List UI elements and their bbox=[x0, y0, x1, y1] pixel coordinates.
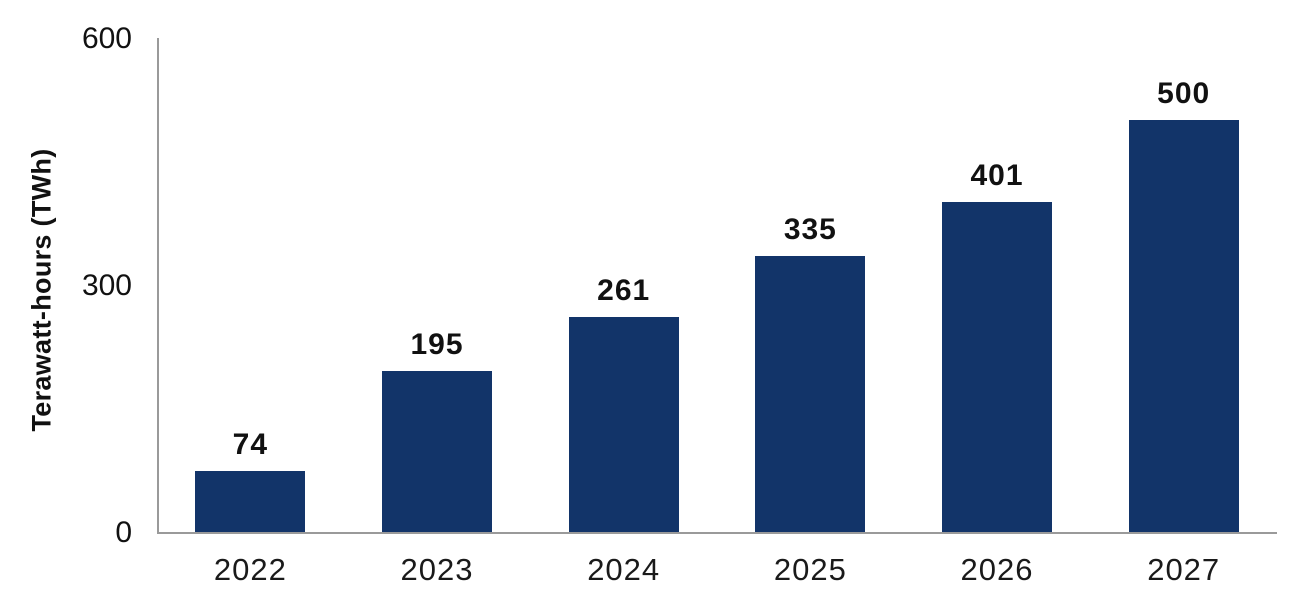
x-tick-label: 2025 bbox=[773, 552, 847, 587]
bar-group-2024: 261 bbox=[530, 276, 717, 532]
x-axis-line bbox=[157, 532, 1277, 534]
bar-value-label: 195 bbox=[410, 328, 464, 361]
bars-container: 74 195 261 335 401 500 bbox=[157, 38, 1277, 532]
x-tick-label: 2026 bbox=[960, 552, 1034, 587]
bar-value-label: 261 bbox=[597, 274, 651, 307]
bar-group-2027: 500 bbox=[1090, 79, 1277, 532]
plot-area: 0 300 600 74 195 261 335 401 500 2022 2023 2024 20… bbox=[82, 24, 1277, 585]
y-tick-label: 600 bbox=[81, 22, 132, 55]
x-tick-label: 2024 bbox=[587, 552, 661, 587]
bar-2023 bbox=[382, 371, 492, 532]
y-tick-label: 300 bbox=[81, 269, 132, 302]
x-tick-label: 2027 bbox=[1147, 552, 1221, 587]
bar-value-label: 500 bbox=[1157, 77, 1211, 110]
bar-group-2022: 74 bbox=[157, 430, 344, 532]
bar-2026 bbox=[942, 202, 1053, 532]
bar-value-label: 335 bbox=[783, 213, 837, 246]
bar-2024 bbox=[568, 317, 679, 532]
y-axis-line bbox=[157, 38, 159, 533]
bar-group-2023: 195 bbox=[344, 330, 531, 532]
bar-value-label: 401 bbox=[970, 159, 1024, 192]
bar-value-label: 74 bbox=[232, 428, 269, 461]
bar-2025 bbox=[755, 256, 866, 532]
y-axis-title: Terawatt-hours (TWh) bbox=[26, 148, 57, 432]
x-axis-labels: 2022 2023 2024 2025 2026 2027 bbox=[157, 554, 1277, 585]
bar-2027 bbox=[1128, 120, 1239, 532]
x-tick-label: 2023 bbox=[400, 552, 474, 587]
bar-group-2025: 335 bbox=[717, 215, 904, 532]
bar-group-2026: 401 bbox=[904, 161, 1091, 532]
y-tick-label: 0 bbox=[115, 516, 132, 549]
bar-2022 bbox=[195, 471, 306, 532]
x-tick-label: 2022 bbox=[213, 552, 287, 587]
